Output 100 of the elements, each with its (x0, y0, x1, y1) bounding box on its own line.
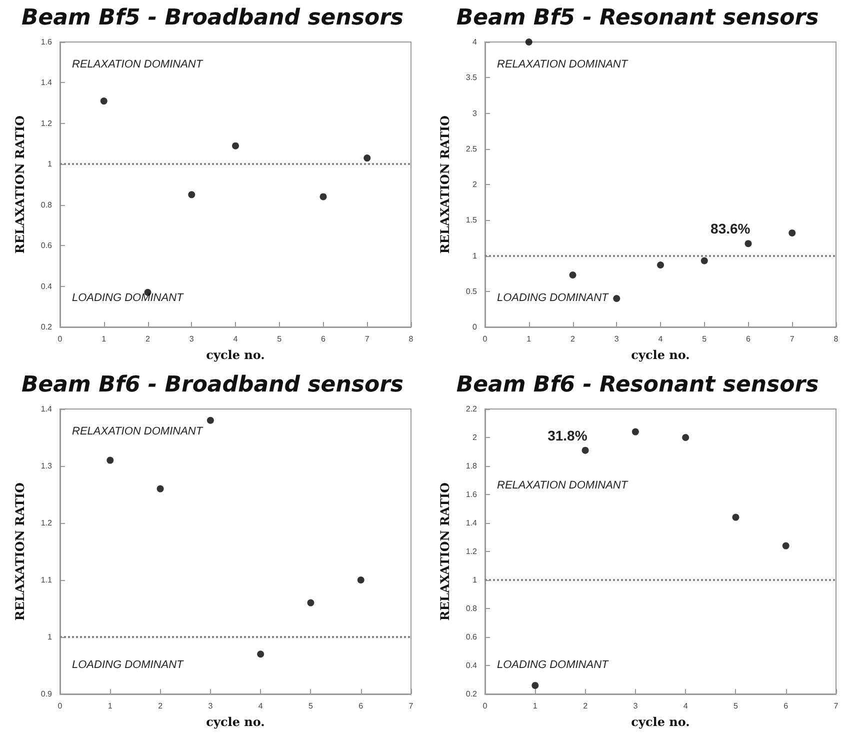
y-tick-label: 2 (472, 180, 478, 189)
point (188, 191, 196, 198)
chart-title: Beam Bf6 - Resonant sensors (456, 372, 819, 398)
y-tick-label: 1 (48, 632, 53, 642)
y-tick-label: 1.2 (466, 547, 478, 556)
point (782, 542, 790, 550)
x-tick-label: 8 (834, 334, 839, 344)
annotation: LOADING DOMINANT (72, 292, 185, 304)
y-tick-label: 0.8 (466, 604, 478, 613)
point (525, 38, 532, 46)
y-tick-label: 0.5 (466, 286, 478, 296)
annotation: RELAXATION DOMINANT (497, 58, 629, 70)
x-tick-label: 5 (308, 702, 314, 710)
annotation: RELAXATION DOMINANT (72, 58, 204, 70)
x-tick-label: 0 (482, 702, 488, 710)
annotation: RELAXATION DOMINANT (72, 425, 204, 438)
y-tick-label: 0.6 (40, 241, 53, 250)
annotation: LOADING DOMINANT (497, 292, 610, 304)
y-tick-label: 0.8 (40, 200, 53, 210)
x-tick-label: 2 (158, 702, 164, 710)
point (700, 257, 708, 264)
y-tick-label: 0.4 (40, 282, 53, 291)
point (732, 514, 740, 521)
x-tick-label: 3 (189, 334, 194, 344)
x-tick-label: 8 (408, 334, 414, 344)
x-tick-label: 6 (358, 702, 364, 710)
point (106, 456, 114, 464)
x-tick-label: 1 (102, 334, 107, 344)
x-tick-label: 0 (482, 334, 488, 344)
x-tick-label: 0 (58, 334, 63, 344)
annotation: 83.6% (710, 220, 751, 237)
y-tick-label: 1.4 (40, 78, 53, 88)
y-tick-label: 1.2 (40, 118, 53, 128)
annotation: LOADING DOMINANT (72, 659, 185, 671)
x-tick-label: 4 (658, 334, 664, 344)
y-tick-label: 2 (472, 433, 478, 442)
point (532, 682, 539, 689)
y-tick-label: 0.2 (40, 322, 53, 332)
y-tick-label: 3 (472, 108, 478, 118)
x-tick-label: 0 (58, 702, 63, 710)
x-tick-label: 7 (364, 334, 370, 344)
annotation: 31.8% (548, 427, 588, 444)
point (744, 240, 752, 248)
y-tick-label: 0.9 (40, 690, 53, 698)
y-tick-label: 1.4 (40, 404, 53, 414)
y-tick-label: 1.3 (40, 462, 53, 470)
point (320, 193, 327, 200)
point (206, 416, 214, 424)
y-tick-label: 1.6 (40, 38, 53, 46)
point (788, 229, 796, 236)
x-tick-label: 6 (321, 334, 326, 344)
x-tick-label: 5 (702, 334, 708, 344)
chart-title: Beam Bf5 - Broadband sensors (21, 6, 404, 30)
point (364, 154, 371, 162)
y-axis-title: RELAXATION RATIO (438, 115, 452, 254)
x-axis-title: cycle no. (631, 348, 690, 362)
point (657, 262, 664, 269)
point (257, 650, 264, 658)
y-tick-label: 1.6 (466, 490, 478, 499)
x-tick-label: 7 (790, 334, 795, 344)
point (307, 599, 314, 606)
point (632, 428, 639, 436)
x-tick-label: 1 (532, 702, 538, 710)
y-axis-title: RELAXATION RATIO (438, 482, 452, 621)
y-tick-label: 2.2 (466, 404, 478, 414)
chart-title: Beam Bf5 - Resonant sensors (456, 6, 819, 30)
y-tick-label: 1.4 (466, 518, 478, 528)
x-tick-label: 3 (633, 702, 638, 710)
x-tick-label: 5 (277, 334, 282, 344)
y-tick-label: 0 (472, 322, 478, 332)
y-tick-label: 1.5 (466, 216, 478, 225)
y-tick-label: 1.2 (40, 518, 53, 528)
point (232, 142, 239, 150)
point (682, 434, 690, 441)
point (582, 446, 589, 454)
x-tick-label: 1 (526, 334, 532, 344)
y-tick-label: 1.8 (466, 462, 478, 470)
chart-title: Beam Bf6 - Broadband sensors (21, 372, 404, 398)
x-tick-label: 6 (784, 702, 789, 710)
x-tick-label: 7 (408, 702, 414, 710)
y-tick-label: 0.2 (466, 690, 478, 698)
x-tick-label: 4 (258, 702, 264, 710)
y-tick-label: 1 (48, 160, 53, 169)
annotation: LOADING DOMINANT (497, 659, 610, 671)
x-tick-label: 2 (570, 334, 576, 344)
y-tick-label: 1 (472, 576, 478, 584)
x-tick-label: 2 (583, 702, 588, 710)
x-axis-title: cycle no. (206, 715, 265, 729)
point (156, 485, 164, 492)
x-tick-label: 4 (683, 702, 688, 710)
y-tick-label: 0.6 (466, 632, 478, 642)
point (613, 295, 620, 302)
y-tick-label: 0.4 (466, 661, 478, 670)
y-tick-label: 3.5 (466, 73, 478, 82)
y-tick-label: 1 (472, 251, 478, 260)
point (569, 271, 576, 278)
x-tick-label: 1 (108, 702, 113, 710)
y-axis-title: RELAXATION RATIO (13, 115, 27, 254)
x-axis-title: cycle no. (206, 348, 265, 362)
y-tick-label: 4 (472, 38, 478, 46)
